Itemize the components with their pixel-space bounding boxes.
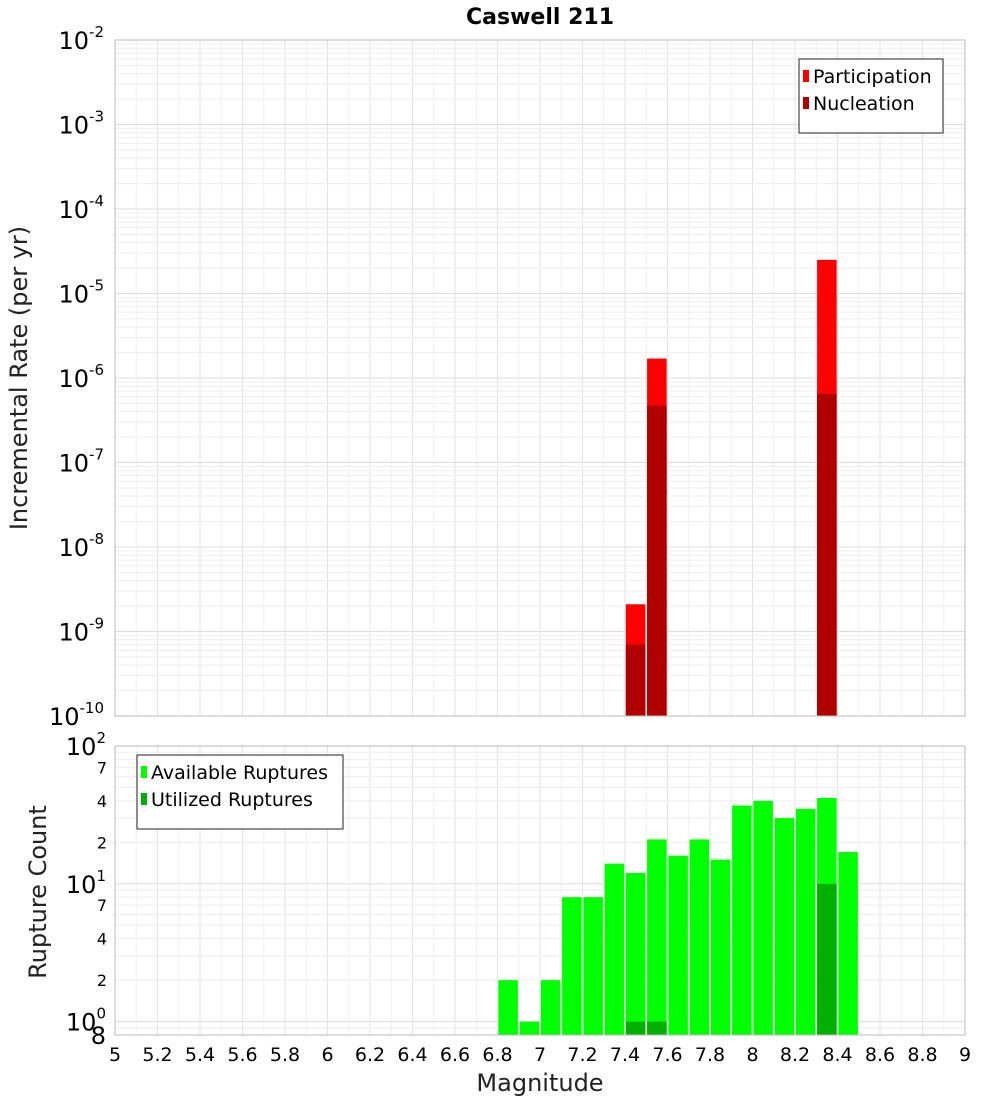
x-tick-label: 6.2 (355, 1044, 385, 1066)
y-tick-label: 101 (66, 867, 106, 899)
y-tick-label: 100 (66, 1005, 106, 1037)
x-tick-label: 7 (534, 1044, 546, 1066)
count-bar-a (540, 980, 561, 1035)
legend-swatch (141, 766, 147, 778)
y-tick-label: 8 (91, 1022, 106, 1050)
count-bar-a (583, 897, 603, 1035)
count-bar-a (519, 1021, 540, 1035)
x-tick-label: 8 (746, 1044, 758, 1066)
y-tick-label: 7 (97, 758, 107, 777)
x-tick-label: 8.6 (865, 1044, 895, 1066)
legend-label: Available Ruptures (151, 762, 328, 784)
x-tick-label: 7.8 (695, 1044, 725, 1066)
y-tick-label: 10-5 (58, 277, 104, 309)
y-tick-label: 7 (97, 896, 107, 915)
rate-grid (114, 40, 966, 717)
count-bar-a (689, 839, 710, 1035)
legend-label: Nucleation (813, 93, 915, 115)
x-tick-label: 8.8 (907, 1044, 937, 1066)
y-tick-label: 10-6 (58, 361, 104, 393)
count-bar-a (668, 855, 688, 1035)
x-tick-label: 5.6 (227, 1044, 257, 1066)
rate-bar-b (647, 405, 667, 716)
x-tick-label: 5.8 (270, 1044, 300, 1066)
chart-title: Caswell 211 (466, 5, 614, 30)
count-bar-a (625, 872, 646, 1035)
legend-label: Participation (813, 66, 932, 88)
x-tick-label: 6.8 (482, 1044, 512, 1066)
count-y-axis-label: Rupture Count (24, 805, 52, 979)
legend-box (136, 754, 344, 830)
count-bar-a (732, 805, 752, 1035)
rate-plot-frame (114, 39, 966, 717)
x-tick-label: 7.6 (652, 1044, 682, 1066)
rate-y-ticks: 10-10 10-9 10-8 10-7 10-6 10-5 10-4 10-3 10-2 (49, 23, 104, 731)
count-bar-a (774, 818, 795, 1035)
y-tick-label: 10-8 (58, 530, 104, 562)
y-tick-label: 102 (66, 729, 106, 761)
y-tick-label: 2 (97, 833, 107, 852)
count-bar-a (498, 980, 518, 1035)
y-tick-label: 10-9 (58, 615, 104, 647)
y-tick-label: 10-7 (58, 446, 104, 478)
x-tick-label: 9 (959, 1044, 971, 1066)
x-tick-label: 5.2 (142, 1044, 172, 1066)
count-bar-a (604, 863, 625, 1035)
count-legend: Available Ruptures Utilized Ruptures (136, 754, 344, 830)
count-bars (498, 797, 858, 1035)
y-tick-label: 4 (97, 792, 107, 811)
legend-swatch (803, 97, 809, 109)
legend-label: Utilized Ruptures (151, 789, 313, 811)
count-bar-a (838, 852, 858, 1035)
y-tick-label: 4 (97, 930, 107, 949)
count-bar-b (625, 1021, 646, 1035)
magnitude-x-ticks: 5 5.2 5.4 5.6 5.8 6 6.2 6.4 6.6 6.8 7 7.2 7.4 7.6 7.8 8… (109, 1044, 971, 1066)
rate-y-axis-label: Incremental Rate (per yr) (5, 226, 33, 530)
count-bar-a (710, 859, 731, 1035)
count-bar-b (647, 1021, 667, 1035)
count-bar-a (795, 808, 816, 1035)
count-plot-frame (114, 745, 966, 1036)
x-tick-label: 6.6 (440, 1044, 470, 1066)
y-tick-label: 10-4 (58, 192, 104, 224)
x-tick-label: 8.2 (780, 1044, 810, 1066)
count-bar-a (647, 839, 667, 1035)
y-tick-label: 2 (97, 971, 107, 990)
y-tick-label: 10-10 (49, 699, 104, 731)
x-tick-label: 8.4 (822, 1044, 852, 1066)
legend-swatch (141, 793, 147, 805)
count-bar-a (753, 800, 773, 1035)
legend-box (798, 58, 944, 134)
rate-bar-b (625, 644, 646, 716)
x-tick-label: 5 (109, 1044, 121, 1066)
x-tick-label: 5.4 (185, 1044, 215, 1066)
legend-swatch (803, 70, 809, 82)
count-bar-b (817, 883, 837, 1035)
x-tick-label: 7.4 (610, 1044, 640, 1066)
x-tick-label: 7.2 (567, 1044, 597, 1066)
count-bar-a (562, 897, 582, 1035)
y-tick-label: 10-2 (58, 23, 104, 55)
rate-legend: Participation Nucleation (798, 58, 944, 134)
rate-bars (625, 259, 837, 716)
rate-bar-b (817, 393, 837, 716)
x-axis-label: Magnitude (476, 1069, 603, 1097)
x-tick-label: 6 (321, 1044, 333, 1066)
y-tick-label: 10-3 (58, 108, 104, 140)
x-tick-label: 6.4 (397, 1044, 427, 1066)
rate-panel: 10-10 10-9 10-8 10-7 10-6 10-5 10-4 10-3 10-2 In… (5, 23, 966, 731)
